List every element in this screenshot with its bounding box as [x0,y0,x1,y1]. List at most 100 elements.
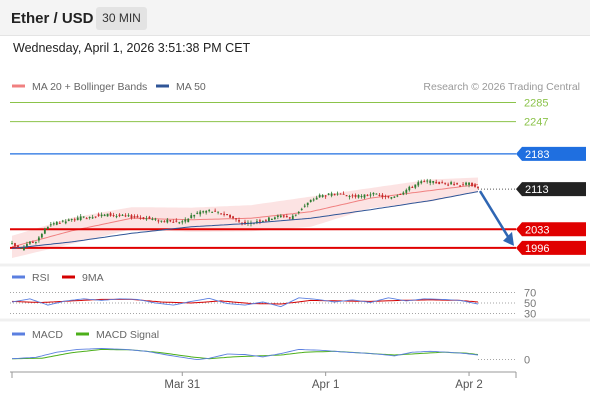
ma50-line [11,191,479,249]
candle-body [94,216,97,218]
level-label-2113: 2113 [525,184,549,196]
candle-body [276,215,279,218]
candle-body [336,193,339,195]
candle-body [184,219,187,222]
candle-body [351,195,354,197]
rsi-legend-label-0: RSI [32,272,50,284]
candle-body [29,241,31,244]
candle-body [220,213,223,215]
candle-body [363,194,366,198]
candle-body [426,180,429,182]
candle-body [303,205,306,207]
candle-body [11,243,13,245]
rsi-tick-30: 30 [524,308,536,320]
candle-body [309,199,312,202]
candle-body [217,211,220,213]
candle-body [306,202,309,206]
candle-body [58,222,61,224]
candle-body [214,210,217,212]
candle-body [279,215,282,217]
level-label-2285: 2285 [524,98,548,110]
candle-body [465,182,467,185]
candle-body [429,180,432,183]
candle-body [46,226,49,229]
candle-body [43,228,46,234]
candle-body [318,194,321,198]
chart-datetime: Wednesday, April 1, 2026 3:51:38 PM CET [13,41,251,55]
candle-body [372,192,375,195]
candle-body [366,194,369,196]
candle-body [456,183,459,185]
watermark-text: Research © 2026 Trading Central [423,81,580,93]
candle-body [477,186,479,188]
rsi-tick-50: 50 [524,298,536,310]
candle-body [124,215,127,217]
candle-body [285,215,288,218]
candle-body [154,218,157,220]
candle-body [169,220,172,222]
candle-body [232,216,234,219]
timeframe-button[interactable]: 30 MIN [96,7,147,30]
candle-body [420,181,423,184]
candle-body [193,214,196,217]
candle-body [139,217,142,219]
x-axis-label: Apr 2 [455,379,483,391]
macd-legend-label-1: MACD Signal [96,329,159,341]
candle-body [471,182,473,186]
candle-body [297,211,300,213]
candle-body [378,194,381,196]
rsi-ma-line [11,298,479,305]
candle-body [163,221,166,223]
level-label-2247: 2247 [524,117,548,129]
candle-body [142,217,145,220]
rsi-legend-label-1: 9MA [82,272,104,284]
candle-body [396,195,399,197]
candle-body [133,216,136,218]
candle-body [450,182,453,185]
candle-body [294,214,297,216]
forecast-arrow-head [503,231,514,246]
candle-body [273,217,276,220]
candle-body [259,220,261,222]
candle-body [49,224,52,226]
candle-body [14,243,16,247]
candle-body [223,213,226,215]
candle-body [127,215,130,217]
bollinger-band [12,177,478,258]
candle-body [61,220,64,222]
candle-body [360,195,363,197]
level-tag-2033 [516,222,586,237]
candle-body [52,223,55,225]
candle-body [130,215,133,219]
candle-body [190,215,193,219]
candle-body [136,216,139,218]
candle-body [300,208,303,210]
candle-body [408,186,411,191]
candle-body [34,241,37,243]
level-label-2033: 2033 [525,224,549,236]
candle-body [23,246,25,251]
candle-body [447,184,450,186]
candle-body [205,210,208,213]
candle-body [474,184,476,187]
candle-body [354,194,357,197]
rsi-line [11,297,479,308]
candle-body [202,211,205,213]
candle-body [172,221,175,223]
candle-body [91,217,94,219]
candle-body [103,214,106,217]
level-label-2183: 2183 [525,149,549,161]
candle-body [357,195,360,198]
candle-body [157,220,160,222]
candle-body [76,217,79,221]
candle-body [423,181,426,183]
candle-body [26,243,28,248]
candle-body [384,196,387,198]
candle-body [405,189,408,193]
candle-body [97,214,100,216]
candle-body [118,214,121,217]
macd-tick-0: 0 [524,355,530,367]
forecast-arrow-line [478,190,512,241]
candle-body [196,212,199,214]
